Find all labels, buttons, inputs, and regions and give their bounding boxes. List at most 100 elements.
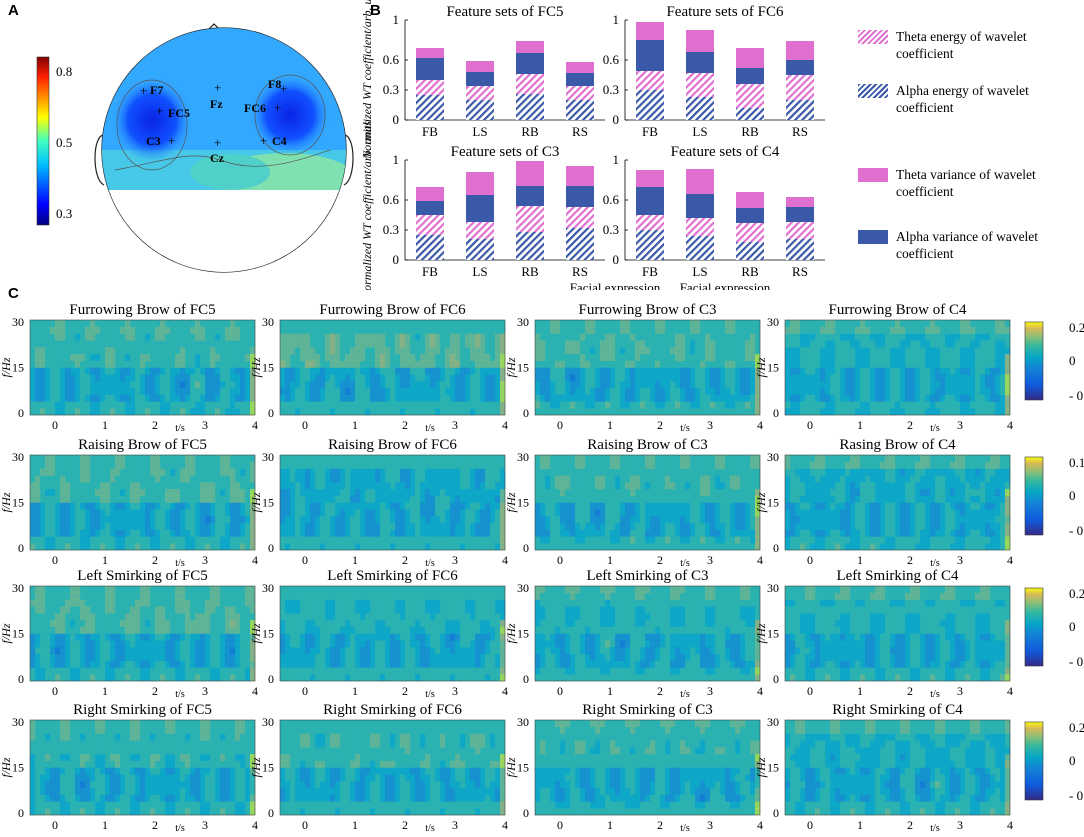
tf-cell xyxy=(805,516,811,524)
tf-cell xyxy=(135,326,141,334)
tf-cell xyxy=(800,353,806,362)
tf-cell xyxy=(860,509,866,517)
tf-cell xyxy=(330,401,336,409)
tf-cell xyxy=(455,475,461,483)
tf-cell xyxy=(700,347,706,355)
tf-cell xyxy=(185,468,191,476)
tf-cell xyxy=(895,387,901,395)
tf-cell xyxy=(485,482,491,490)
tf-cell xyxy=(70,482,76,490)
tf-cell xyxy=(500,522,506,530)
tf-cell xyxy=(170,367,176,375)
tf-cell xyxy=(750,360,756,368)
tf-cell xyxy=(130,468,136,476)
tf-cell xyxy=(890,461,896,469)
tf-cell xyxy=(545,461,551,469)
tf-cell xyxy=(885,340,891,348)
tf-cell xyxy=(665,529,671,537)
tf-cell xyxy=(445,529,451,537)
tf-cell xyxy=(605,360,611,368)
tf-cell xyxy=(825,333,831,341)
tf-cell xyxy=(130,536,136,544)
y-tick-label: 0 xyxy=(523,406,529,420)
tf-cell xyxy=(875,394,881,402)
tf-cell xyxy=(795,320,801,328)
tf-cell xyxy=(415,468,421,476)
tf-cell xyxy=(315,543,321,551)
tf-cell xyxy=(810,455,816,463)
tf-cell xyxy=(965,401,971,409)
tf-cell xyxy=(340,475,346,483)
tf-cell xyxy=(745,360,751,368)
tf-cell xyxy=(360,340,366,348)
tf-cell xyxy=(75,455,81,463)
tf-cell xyxy=(835,408,841,416)
tf-cell xyxy=(195,461,201,469)
legend-alpha-energy: Alpha energy of wavelet coefficient xyxy=(858,82,1076,116)
tf-cell xyxy=(150,320,156,328)
tf-cell xyxy=(400,529,406,537)
tf-cell xyxy=(950,360,956,368)
tf-cell xyxy=(740,475,746,483)
tf-cell xyxy=(225,353,231,362)
tf-cell xyxy=(955,394,961,402)
tf-cell xyxy=(380,340,386,348)
bar-segment xyxy=(786,60,814,75)
tf-cell xyxy=(820,340,826,348)
tf-cell xyxy=(225,475,231,483)
tf-cell xyxy=(745,387,751,395)
tf-cell xyxy=(465,326,471,334)
tf-cell xyxy=(295,482,301,490)
tf-cell xyxy=(820,326,826,334)
tf-cell xyxy=(210,333,216,341)
tf-cell xyxy=(595,488,601,497)
tf-cell xyxy=(590,522,596,530)
tf-cell xyxy=(880,360,886,368)
tf-cell xyxy=(95,502,101,510)
tf-cell xyxy=(205,353,211,362)
tf-cell xyxy=(630,522,636,530)
tf-cell xyxy=(405,536,411,544)
bar-segment xyxy=(686,97,714,120)
tf-cell xyxy=(630,461,636,469)
tf-cell xyxy=(555,360,561,368)
tf-cell xyxy=(665,367,671,375)
tf-cell xyxy=(110,543,116,551)
tf-cell xyxy=(90,340,96,348)
tf-cell xyxy=(995,394,1001,402)
tf-cell xyxy=(930,333,936,341)
tf-cell xyxy=(725,353,731,362)
tf-cell xyxy=(630,495,636,503)
tf-cell xyxy=(730,333,736,341)
tf-cell xyxy=(105,516,111,524)
tf-cell xyxy=(280,320,286,328)
tf-cell xyxy=(865,482,871,490)
tf-cell xyxy=(190,401,196,409)
tf-cell xyxy=(700,455,706,463)
tf-cell xyxy=(380,536,386,544)
tf-cell xyxy=(495,509,501,517)
tf-cell xyxy=(175,536,181,544)
tf-cell xyxy=(550,374,556,382)
tf-cell xyxy=(250,367,256,375)
tf-cell xyxy=(50,374,56,382)
tf-cell xyxy=(155,340,161,348)
tf-cell xyxy=(495,536,501,544)
tf-cell xyxy=(655,381,661,389)
tf-cell xyxy=(855,475,861,483)
tf-cell xyxy=(400,360,406,368)
tf-cell xyxy=(740,408,746,416)
tf-cell xyxy=(165,543,171,551)
tf-cell xyxy=(290,475,296,483)
tf-cell xyxy=(475,522,481,530)
tf-cell xyxy=(360,468,366,476)
tf-cell xyxy=(355,408,361,416)
tf-cell xyxy=(830,367,836,375)
tf-cell xyxy=(235,522,241,530)
tf-cell xyxy=(280,495,286,503)
x-tick-label: RB xyxy=(741,264,759,279)
tf-cell xyxy=(995,320,1001,328)
tf-cell xyxy=(755,333,761,341)
tf-cell xyxy=(400,387,406,395)
